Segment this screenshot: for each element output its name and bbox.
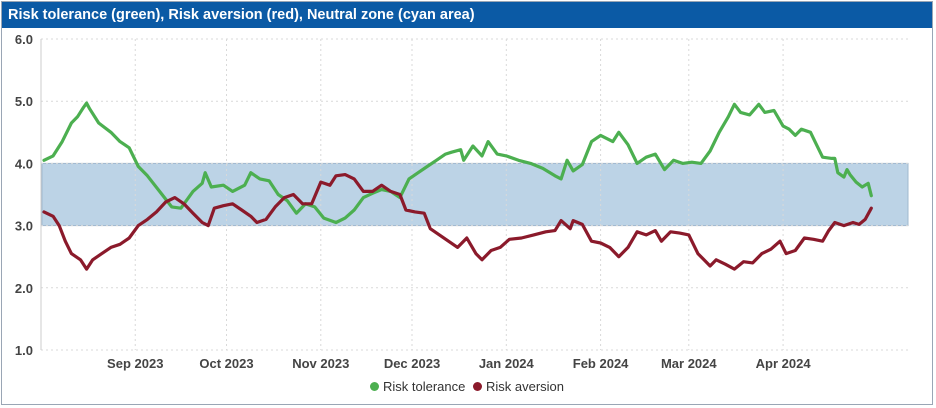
chart-title: Risk tolerance (green), Risk aversion (r… <box>2 2 932 28</box>
series-line-risk-tolerance <box>42 101 873 225</box>
y-tick-label: 6.0 <box>15 32 33 47</box>
x-tick-label: Jan 2024 <box>479 356 535 371</box>
x-tick-label: Nov 2023 <box>292 356 349 371</box>
gridlines <box>40 38 908 351</box>
y-tick-label: 1.0 <box>15 343 33 358</box>
series-line-risk-aversion <box>42 173 873 271</box>
neutral-zone-area <box>41 162 909 227</box>
series-lines <box>42 101 873 271</box>
legend-marker-risk-aversion <box>472 382 482 391</box>
y-tick-label: 4.0 <box>15 156 33 171</box>
x-tick-label: Dec 2023 <box>384 356 440 371</box>
legend: Risk tolerance Risk aversion <box>2 379 932 394</box>
x-tick-label: Apr 2024 <box>756 356 812 371</box>
legend-label: Risk aversion <box>485 379 565 394</box>
legend-item-risk-aversion[interactable]: Risk aversion <box>472 379 565 394</box>
x-tick-label: Feb 2024 <box>573 356 629 371</box>
y-tick-label: 3.0 <box>15 219 33 234</box>
x-tick-label: Mar 2024 <box>661 356 717 371</box>
legend-label: Risk tolerance <box>382 379 466 394</box>
y-tick-label: 5.0 <box>15 94 33 109</box>
legend-marker-risk-tolerance <box>369 382 379 391</box>
y-tick-label: 2.0 <box>15 281 33 296</box>
x-axis-tick-labels: Sep 2023 Oct 2023 Nov 2023 Dec 2023 Jan 2024… <box>107 356 811 371</box>
x-tick-label: Oct 2023 <box>199 356 253 371</box>
legend-item-risk-tolerance[interactable]: Risk tolerance <box>369 379 466 394</box>
x-tick-label: Sep 2023 <box>107 356 163 371</box>
y-axis-tick-labels: 1.0 2.0 3.0 4.0 5.0 6.0 <box>15 32 33 358</box>
